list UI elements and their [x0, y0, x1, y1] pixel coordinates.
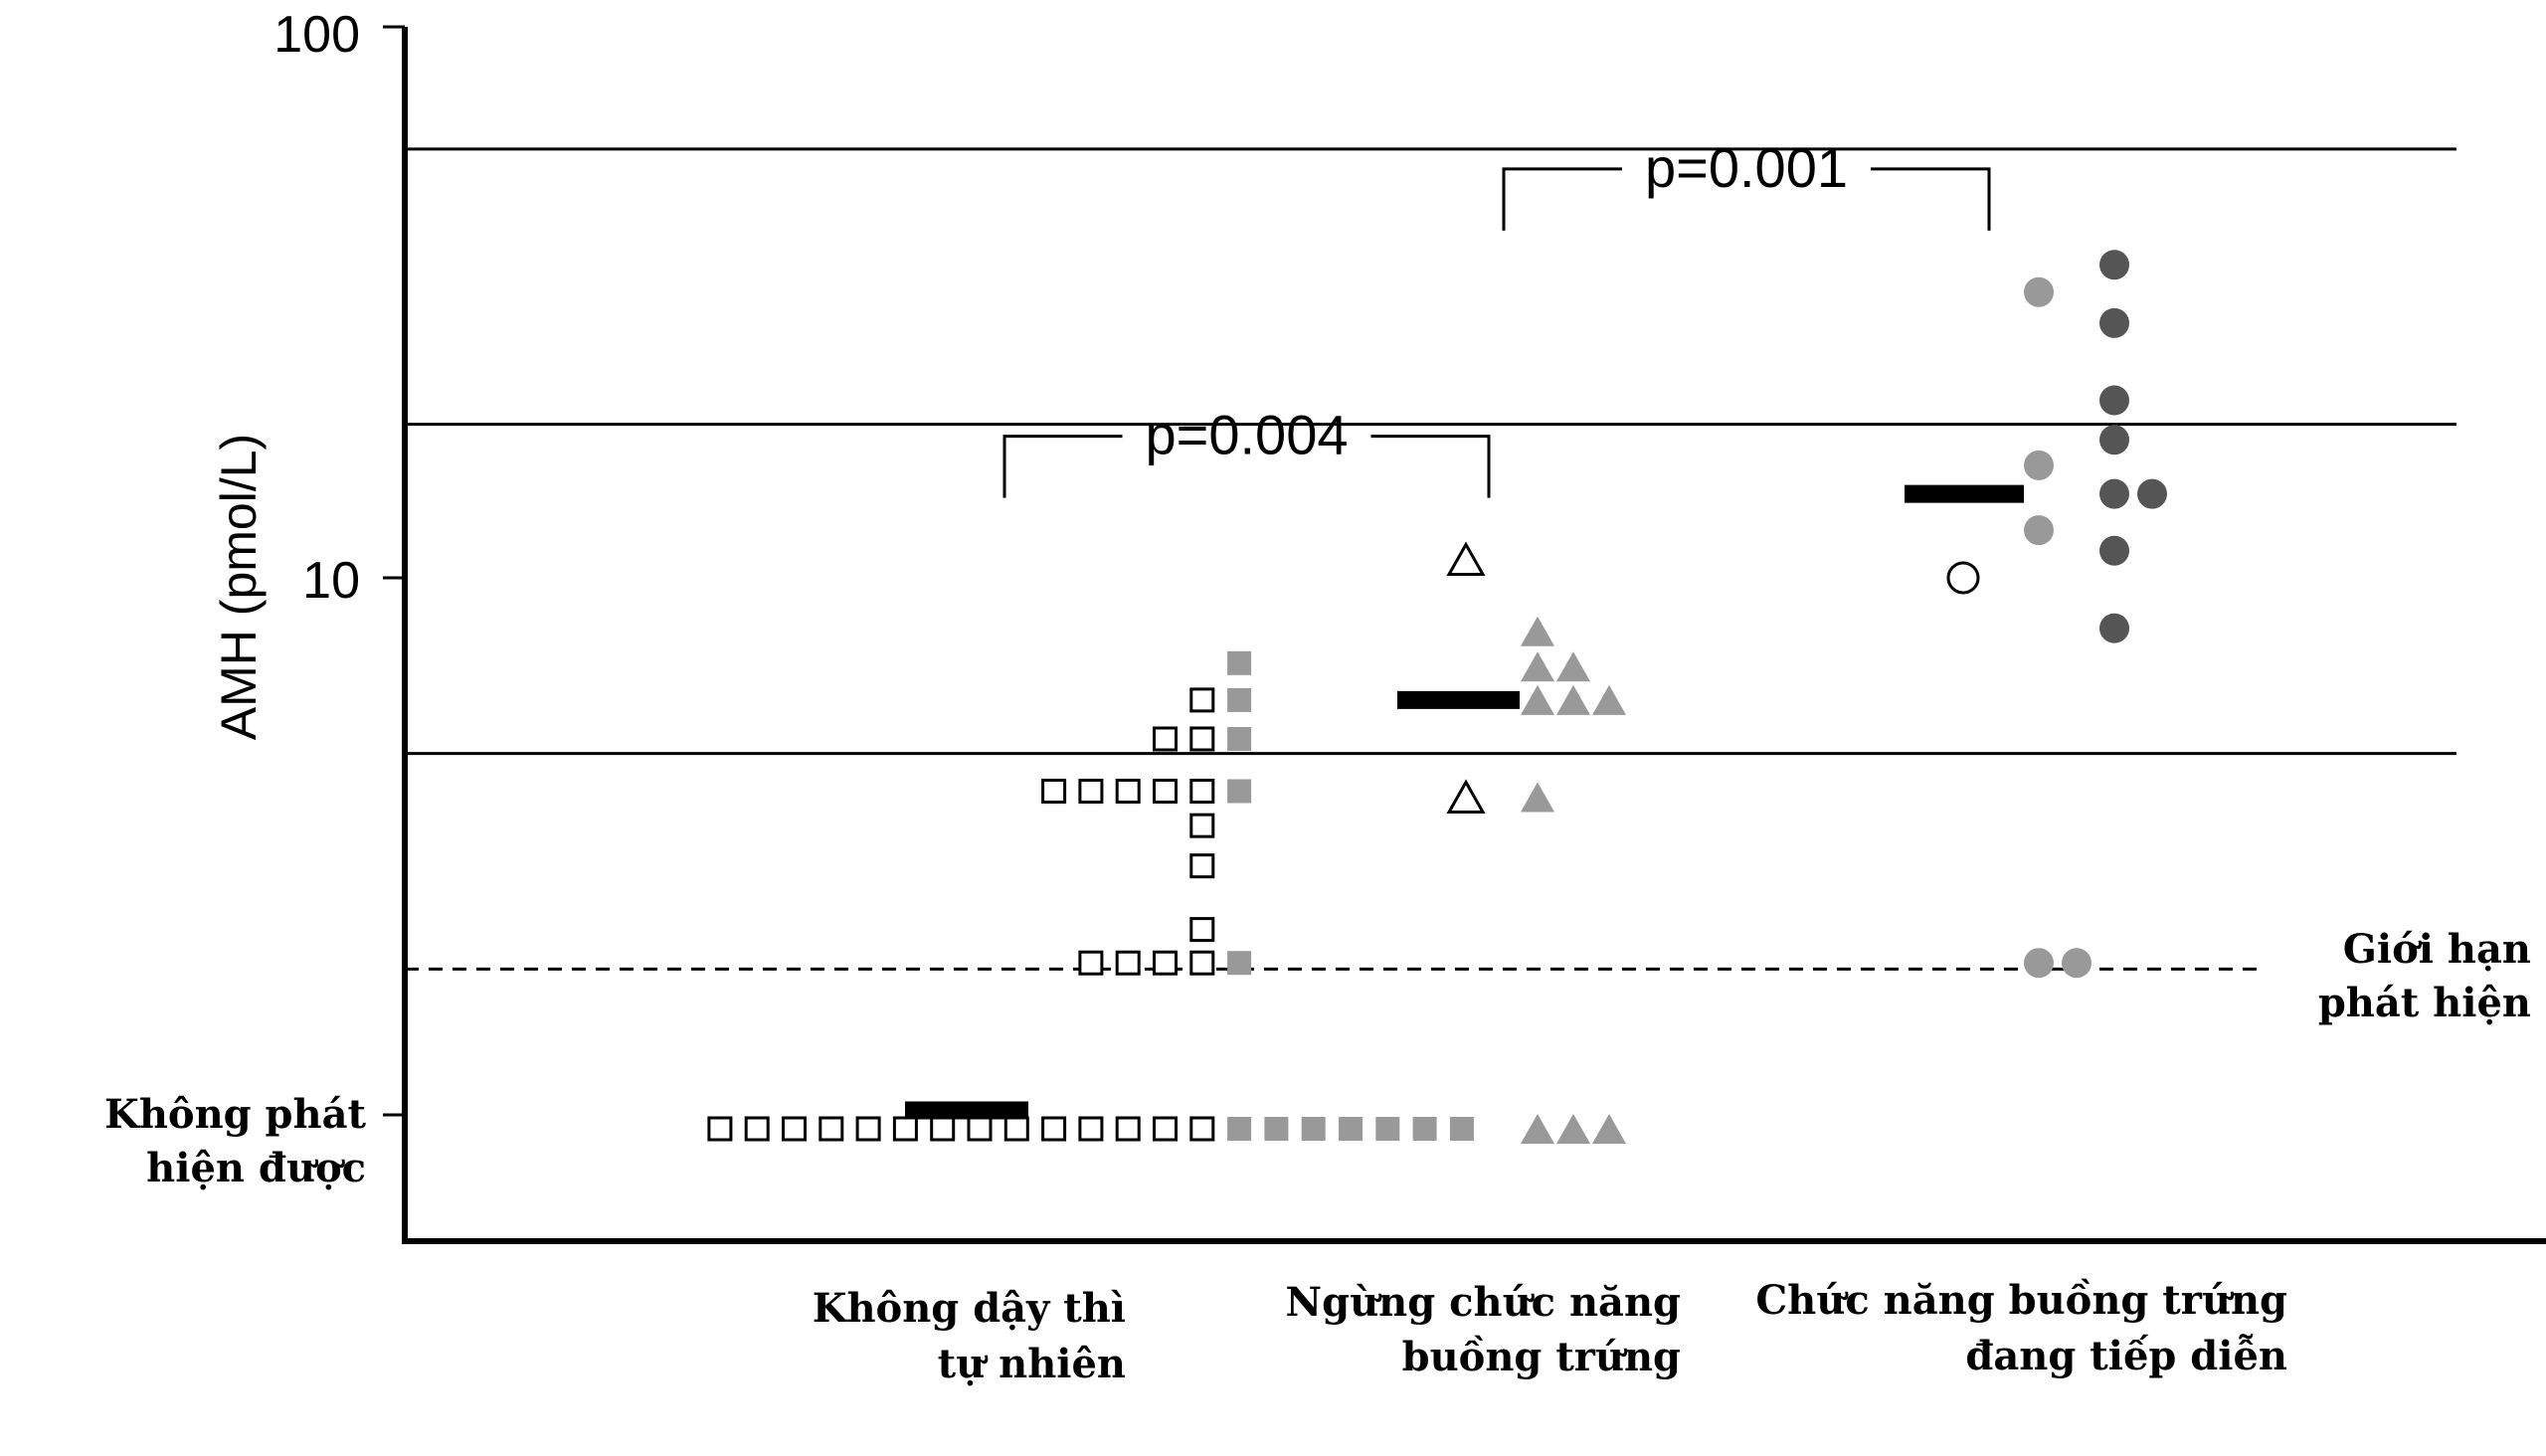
point-circle-6-5 [2137, 478, 2167, 509]
point-square-1-4 [1375, 1117, 1400, 1141]
point-square-0-7 [967, 1116, 993, 1142]
category-label-0-line1: Không dậy thì [813, 1285, 1126, 1332]
point-square-0-16 [1153, 950, 1178, 976]
point-triangle-3-3 [1521, 684, 1554, 715]
point-square-0-18 [1189, 917, 1215, 943]
point-square-0-3 [818, 1116, 844, 1142]
undetectable-label-line1: Không phát [104, 1091, 366, 1138]
point-square-0-6 [930, 1116, 956, 1142]
y-axis: 100 10 Không phát hiện được AMH (pmol/L) [104, 6, 2546, 1244]
point-square-1-2 [1301, 1117, 1326, 1141]
category-label-2-line1: Chức năng buồng trứng [1755, 1277, 2287, 1324]
bracket-left-0 [1002, 435, 1123, 498]
point-square-0-2 [782, 1116, 807, 1142]
point-circle-6-3 [2099, 425, 2129, 455]
point-triangle-3-2 [1556, 651, 1590, 682]
point-square-0-23 [1115, 779, 1141, 805]
point-square-1-6 [1449, 1117, 1474, 1141]
point-circle-6-2 [2099, 385, 2129, 416]
point-circle-5-4 [2062, 948, 2091, 979]
y-axis-title: AMH (pmol/L) [211, 434, 267, 740]
point-triangle-3-7 [1521, 1114, 1554, 1144]
point-square-1-5 [1412, 1117, 1437, 1141]
point-square-0-8 [1003, 1116, 1029, 1142]
point-triangle-2-1 [1446, 779, 1486, 814]
point-circle-6-0 [2099, 250, 2129, 280]
point-square-1-1 [1264, 1117, 1289, 1141]
point-square-0-1 [744, 1116, 770, 1142]
category-labels: Không dậy thì tự nhiên Ngừng chức năng b… [813, 1277, 2287, 1387]
point-circle-6-4 [2099, 478, 2129, 509]
detection-limit-label-line2: phát hiện [2318, 980, 2531, 1026]
category-label-1-line1: Ngừng chức năng [1286, 1279, 1681, 1326]
category-label-1-line2: buồng trứng [1402, 1334, 1681, 1380]
bracket-right-0 [1370, 435, 1491, 498]
point-square-1-0 [1227, 1117, 1252, 1141]
point-square-0-21 [1041, 779, 1067, 805]
point-square-0-25 [1189, 779, 1215, 805]
point-square-0-19 [1189, 853, 1215, 879]
point-square-0-22 [1078, 779, 1104, 805]
point-square-0-4 [855, 1116, 881, 1142]
point-square-0-14 [1078, 950, 1104, 976]
point-triangle-2-0 [1446, 541, 1486, 576]
point-square-0-12 [1153, 1116, 1178, 1142]
point-square-0-10 [1078, 1116, 1104, 1142]
point-circle-6-7 [2099, 613, 2129, 643]
y-tick-label-100: 100 [273, 6, 360, 64]
point-circle-4-0 [1946, 561, 1980, 595]
point-triangle-3-6 [1521, 782, 1554, 813]
y-tick-label-10: 10 [302, 552, 360, 610]
point-circle-6-6 [2099, 535, 2129, 566]
undetectable-label-line2: hiện được [146, 1145, 366, 1191]
p-value-label-1: p=0.001 [1645, 136, 1848, 199]
point-square-1-10 [1227, 687, 1252, 712]
point-square-0-5 [892, 1116, 918, 1142]
point-square-0-9 [1041, 1116, 1067, 1142]
point-circle-5-3 [2024, 948, 2054, 979]
point-triangle-3-0 [1521, 616, 1554, 646]
point-square-0-17 [1189, 950, 1215, 976]
point-square-0-11 [1115, 1116, 1141, 1142]
point-circle-5-1 [2024, 450, 2054, 480]
point-triangle-3-8 [1556, 1114, 1590, 1144]
point-circle-5-0 [2024, 276, 2054, 307]
point-square-1-7 [1227, 951, 1252, 976]
bracket-right-1 [1871, 167, 1991, 231]
reference-lines [405, 147, 2456, 756]
category-label-0-line2: tự nhiên [938, 1341, 1126, 1387]
point-square-1-11 [1227, 650, 1252, 675]
point-triangle-3-5 [1592, 684, 1626, 715]
point-square-1-9 [1227, 727, 1252, 752]
point-circle-5-2 [2024, 515, 2054, 546]
point-square-0-0 [707, 1116, 733, 1142]
point-square-0-26 [1153, 726, 1178, 752]
significance-brackets: p=0.004 p=0.001 [1002, 136, 1991, 498]
p-value-label-0: p=0.004 [1146, 404, 1349, 466]
detection-limit: Giới hạn phát hiện [405, 926, 2531, 1026]
point-triangle-3-1 [1521, 651, 1554, 682]
point-square-0-20 [1189, 813, 1215, 838]
point-triangle-3-9 [1592, 1114, 1626, 1144]
category-label-2-line2: đang tiếp diễn [1965, 1333, 2287, 1379]
point-square-0-13 [1189, 1116, 1215, 1142]
point-square-1-8 [1227, 779, 1252, 804]
median-bars [905, 484, 2024, 1120]
point-square-0-27 [1189, 726, 1215, 752]
bracket-left-1 [1502, 167, 1622, 231]
point-circle-6-1 [2099, 307, 2129, 338]
point-triangle-3-4 [1556, 684, 1590, 715]
detection-limit-label-line1: Giới hạn [2343, 926, 2531, 973]
point-square-0-28 [1189, 687, 1215, 713]
point-square-1-3 [1339, 1117, 1363, 1141]
point-square-0-15 [1115, 950, 1141, 976]
point-square-0-24 [1153, 779, 1178, 805]
data-points [707, 250, 2167, 1144]
